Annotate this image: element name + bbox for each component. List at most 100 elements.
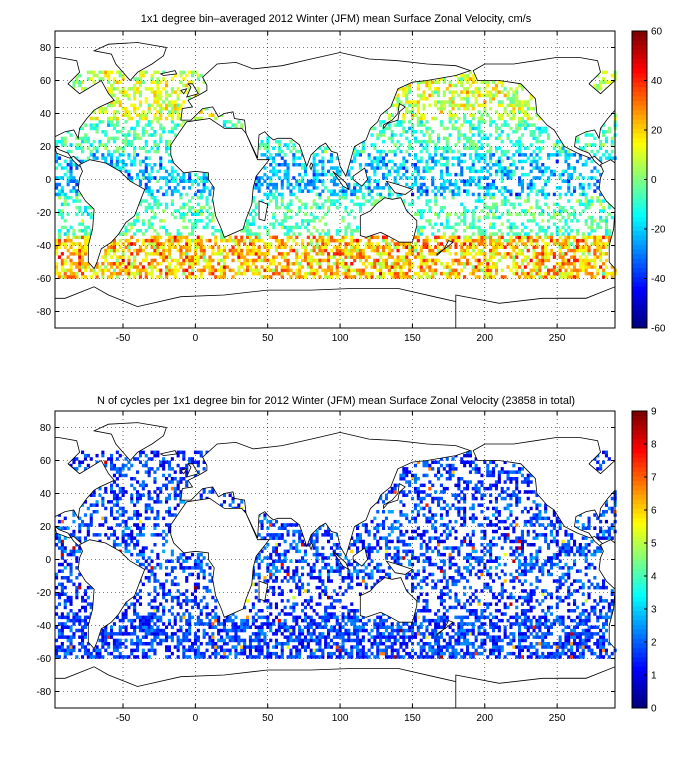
- data-cell: [515, 235, 519, 240]
- data-cell: [520, 106, 524, 111]
- data-cell: [520, 116, 524, 121]
- data-cell: [599, 202, 603, 207]
- data-cell: [541, 172, 545, 177]
- data-cell: [567, 248, 571, 253]
- data-cell: [217, 245, 221, 249]
- data-cell: [379, 265, 383, 269]
- data-cell: [240, 648, 244, 653]
- data-cell: [555, 238, 559, 243]
- data-cell: [78, 242, 82, 246]
- data-cell: [480, 156, 484, 160]
- data-cell: [451, 645, 455, 649]
- data-cell: [263, 255, 267, 259]
- data-cell: [544, 252, 548, 256]
- data-cell: [251, 242, 255, 246]
- data-cell: [547, 645, 551, 649]
- data-cell: [254, 252, 258, 256]
- data-cell: [248, 222, 252, 226]
- data-cell: [364, 655, 368, 659]
- data-cell: [118, 245, 122, 249]
- data-cell: [240, 271, 244, 276]
- data-cell: [298, 275, 302, 279]
- data-cell: [523, 638, 527, 643]
- data-cell: [518, 179, 522, 183]
- data-cell: [370, 133, 374, 137]
- data-cell: [445, 271, 449, 276]
- data-cell: [506, 225, 510, 230]
- data-cell: [370, 248, 374, 253]
- data-cell: [167, 255, 171, 259]
- data-cell: [428, 219, 432, 223]
- data-cell: [581, 268, 585, 273]
- data-cell: [321, 189, 325, 193]
- data-cell: [384, 635, 388, 639]
- data-cell: [341, 189, 345, 193]
- data-cell: [286, 215, 290, 220]
- data-cell: [138, 202, 142, 207]
- data-cell: [121, 268, 125, 273]
- data-cell: [144, 97, 148, 101]
- data-cell: [199, 642, 203, 646]
- data-cell: [115, 97, 119, 101]
- data-cell: [150, 222, 154, 226]
- data-cell: [457, 189, 461, 193]
- data-cell: [217, 645, 221, 649]
- data-cell: [356, 182, 360, 187]
- data-cell: [526, 271, 530, 276]
- data-cell: [115, 166, 119, 170]
- data-cell: [63, 268, 67, 273]
- data-cell: [494, 268, 498, 273]
- data-cell: [373, 235, 377, 240]
- data-cell: [95, 275, 99, 279]
- data-cell: [564, 262, 568, 266]
- data-cell: [69, 225, 73, 230]
- data-cell: [228, 648, 232, 653]
- data-cell: [277, 143, 281, 147]
- data-cell: [101, 130, 105, 134]
- data-cell: [329, 271, 333, 276]
- data-cell: [176, 258, 180, 263]
- data-cell: [193, 172, 197, 177]
- data-cell: [422, 123, 426, 127]
- data-cell: [124, 113, 128, 117]
- data-cell: [413, 130, 417, 134]
- data-cell: [211, 638, 215, 643]
- data-cell: [118, 153, 122, 157]
- data-cell: [309, 262, 313, 266]
- data-cell: [303, 248, 307, 253]
- data-cell: [474, 651, 478, 656]
- data-cell: [376, 136, 380, 141]
- data-cell: [222, 655, 226, 659]
- data-cell: [127, 275, 131, 279]
- data-cell: [124, 271, 128, 276]
- data-cell: [95, 262, 99, 266]
- data-cell: [515, 139, 519, 144]
- data-cell: [590, 258, 594, 263]
- data-cell: [500, 83, 504, 88]
- data-cell: [272, 268, 276, 273]
- data-cell: [298, 655, 302, 659]
- data-cell: [199, 655, 203, 659]
- data-cell: [335, 156, 339, 160]
- data-cell: [379, 245, 383, 249]
- data-cell: [309, 232, 313, 236]
- data-cell: [66, 651, 70, 656]
- data-cell: [274, 189, 278, 193]
- data-cell: [428, 275, 432, 279]
- data-cell: [547, 235, 551, 240]
- data-cell: [518, 648, 522, 653]
- data-cell: [367, 182, 371, 187]
- data-cell: [220, 638, 224, 643]
- data-cell: [130, 163, 134, 167]
- data-cell: [266, 655, 270, 659]
- data-cell: [460, 212, 464, 216]
- data-cell: [127, 153, 131, 157]
- data-cell: [587, 205, 591, 210]
- data-cell: [523, 120, 527, 124]
- data-cell: [110, 159, 114, 164]
- data-cell: [567, 642, 571, 646]
- data-cell: [153, 245, 157, 249]
- data-cell: [489, 97, 493, 101]
- data-cell: [121, 126, 125, 131]
- data-cell: [483, 215, 487, 220]
